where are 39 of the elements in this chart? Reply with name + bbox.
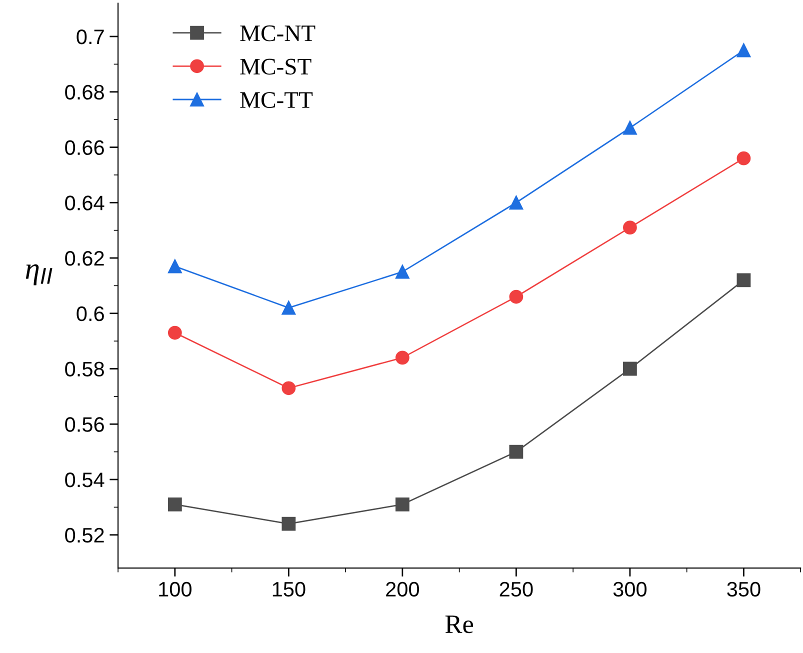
legend-label: MC-NT: [240, 25, 316, 42]
point: [282, 300, 296, 315]
point: [509, 444, 524, 459]
y-tick-label: 0.56: [65, 417, 104, 432]
point: [168, 259, 182, 274]
y-tick-label: 0.6: [76, 306, 104, 322]
y-tick-label: 0.64: [65, 196, 104, 210]
point: [623, 220, 637, 234]
point: [168, 497, 182, 512]
y-tick-label: 0.7: [76, 29, 104, 44]
point: [395, 350, 410, 365]
x-tick-label: 200: [386, 582, 420, 597]
y-tick-label: 0.54: [65, 472, 104, 488]
point: [282, 381, 296, 396]
point: [509, 290, 524, 304]
x-axis-title: Re: [445, 616, 474, 634]
y-tick-label: 0.68: [65, 84, 104, 100]
legend-label: MC-TT: [240, 92, 313, 108]
x-tick-label: 300: [613, 582, 647, 597]
point: [395, 264, 410, 279]
x-tick-label: 350: [727, 582, 760, 597]
point: [509, 196, 524, 210]
y-tick-label: 0.58: [65, 362, 104, 377]
point: [282, 516, 296, 531]
point: [168, 326, 182, 340]
point: [736, 151, 751, 166]
y-axis-title: η$_{II}$: [26, 264, 52, 286]
x-tick-label: 150: [272, 582, 306, 597]
point: [395, 497, 410, 512]
point: [623, 120, 637, 135]
y-tick-label: 0.62: [65, 251, 104, 266]
y-tick-label: 0.52: [65, 528, 104, 543]
legend-label: MC-ST: [240, 58, 312, 75]
x-tick-label: 250: [500, 582, 533, 597]
y-tick-label: 0.66: [65, 140, 104, 155]
point: [736, 43, 751, 58]
point: [736, 273, 751, 288]
point: [623, 362, 637, 376]
x-tick-label: 100: [159, 582, 192, 597]
